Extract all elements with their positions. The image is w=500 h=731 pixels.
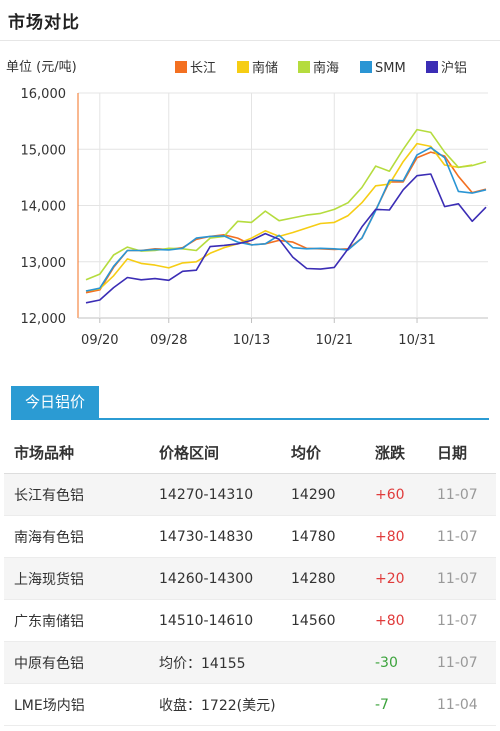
change-cell: -30 [375, 641, 437, 684]
legend-label: 长江 [190, 61, 216, 76]
table-row[interactable]: 广东南储铝 14510-14610 14560 +80 11-07 [4, 599, 496, 642]
change-cell: -7 [375, 683, 437, 726]
market-cell: 中原有色铝 [4, 641, 159, 684]
date-cell: 11-07 [437, 599, 496, 642]
column-header-range: 价格区间 [159, 432, 291, 474]
legend-label: SMM [375, 61, 406, 76]
range-cell: 均价：14155 [159, 641, 291, 684]
legend-label: 南储 [252, 60, 278, 76]
change-cell: +60 [375, 473, 437, 516]
x-tick-label: 10/31 [398, 333, 435, 348]
date-cell: 11-07 [437, 473, 496, 516]
range-cell: 收盘：1722(美元) [159, 683, 291, 726]
x-tick-label: 10/13 [233, 333, 270, 348]
table-row[interactable]: 南海有色铝 14730-14830 14780 +80 11-07 [4, 515, 496, 558]
series-line-0 [85, 151, 487, 294]
column-header-avg: 均价 [291, 432, 375, 474]
avg-cell [291, 641, 375, 684]
x-tick-label: 10/21 [316, 333, 353, 348]
y-axis-label: 单位 (元/吨) [6, 60, 77, 75]
market-cell: 上海现货铝 [4, 557, 159, 600]
avg-cell [291, 683, 375, 726]
legend-swatch [360, 61, 372, 73]
market-cell: LME场内铝 [4, 683, 159, 726]
legend-label: 沪铝 [441, 60, 467, 76]
avg-cell: 14280 [291, 557, 375, 600]
legend-swatch [175, 61, 187, 73]
series-line-4 [85, 173, 487, 304]
date-cell: 11-07 [437, 515, 496, 558]
tab-today-price[interactable]: 今日铝价 [11, 386, 100, 418]
tab-underline [11, 418, 489, 420]
date-cell: 11-07 [437, 557, 496, 600]
column-header-date: 日期 [437, 432, 496, 474]
date-cell: 11-04 [437, 683, 496, 726]
series-line-1 [85, 142, 473, 292]
date-cell: 11-07 [437, 641, 496, 684]
table-header-row: 市场品种 价格区间 均价 涨跌 日期 [4, 432, 496, 474]
y-tick-label: 13,000 [21, 256, 67, 271]
range-cell: 14270-14310 [159, 473, 291, 516]
market-cell: 长江有色铝 [4, 473, 159, 516]
range-cell: 14510-14610 [159, 599, 291, 642]
price-table: 市场品种 价格区间 均价 涨跌 日期 长江有色铝 14270-14310 14290… [4, 432, 496, 726]
market-cell: 南海有色铝 [4, 515, 159, 558]
legend-swatch [426, 61, 438, 73]
x-tick-label: 09/20 [81, 333, 118, 348]
change-cell: +80 [375, 515, 437, 558]
series-line-3 [85, 146, 487, 292]
legend-swatch [237, 61, 249, 73]
avg-cell: 14560 [291, 599, 375, 642]
series-line-2 [85, 128, 487, 281]
avg-cell: 14290 [291, 473, 375, 516]
header: 市场对比 [0, 0, 500, 41]
change-cell: +20 [375, 557, 437, 600]
y-tick-label: 15,000 [21, 143, 67, 158]
x-tick-label: 09/28 [150, 333, 187, 348]
column-header-change: 涨跌 [375, 432, 437, 474]
table-row[interactable]: 长江有色铝 14270-14310 14290 +60 11-07 [4, 473, 496, 516]
range-cell: 14730-14830 [159, 515, 291, 558]
legend-label: 南海 [313, 60, 339, 76]
market-cell: 广东南储铝 [4, 599, 159, 642]
avg-cell: 14780 [291, 515, 375, 558]
change-cell: +80 [375, 599, 437, 642]
y-tick-label: 12,000 [21, 312, 67, 327]
y-tick-label: 16,000 [21, 87, 67, 102]
page-title: 市场对比 [8, 13, 80, 33]
table-row[interactable]: 上海现货铝 14260-14300 14280 +20 11-07 [4, 557, 496, 600]
range-cell: 14260-14300 [159, 557, 291, 600]
price-chart: 12,000 13,000 14,000 15,000 16,000 09/20 09/28… [6, 60, 488, 348]
y-tick-label: 14,000 [21, 200, 67, 215]
legend-swatch [298, 61, 310, 73]
table-row[interactable]: LME场内铝 收盘：1722(美元) -7 11-04 [4, 683, 496, 726]
table-row[interactable]: 中原有色铝 均价：14155 -30 11-07 [4, 641, 496, 684]
column-header-market: 市场品种 [4, 432, 159, 474]
